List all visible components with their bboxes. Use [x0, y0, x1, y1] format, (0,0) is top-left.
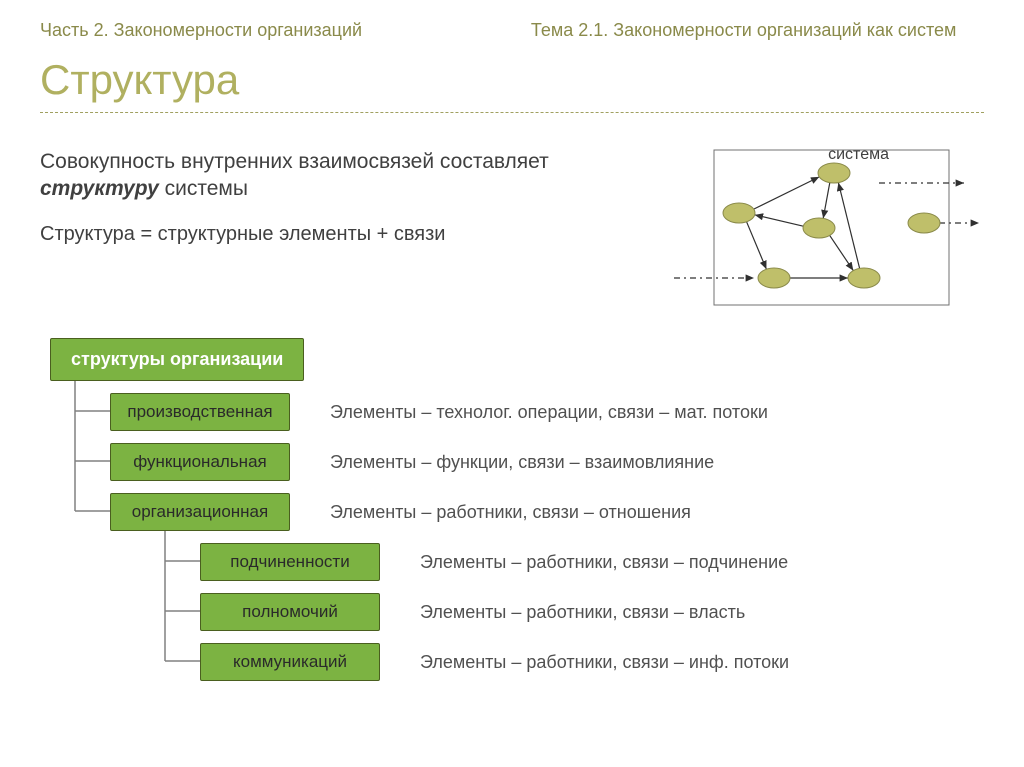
system-diagram: система	[664, 138, 984, 313]
page-title: Структура	[40, 56, 984, 104]
tree-desc: Элементы – работники, связи – инф. поток…	[420, 652, 984, 673]
tree-desc: Элементы – функции, связи – взаимовлияни…	[330, 452, 984, 473]
tree-box: функциональная	[110, 443, 290, 481]
tree-row: функциональная Элементы – функции, связи …	[40, 443, 984, 481]
hierarchy: структуры организации производственная Эл…	[40, 333, 984, 681]
formula: Структура = структурные элементы + связи	[40, 221, 634, 247]
tree-box: подчиненности	[200, 543, 380, 581]
tree-row: подчиненности Элементы – работники, связи…	[40, 543, 984, 581]
definition: Совокупность внутренних взаимосвязей сос…	[40, 148, 634, 203]
header-right: Тема 2.1. Закономерности организаций как…	[531, 20, 984, 41]
tree-box: организационная	[110, 493, 290, 531]
tree-desc: Элементы – работники, связи – отношения	[330, 502, 984, 523]
content-top: Совокупность внутренних взаимосвязей сос…	[40, 138, 984, 313]
rows-container: производственная Элементы – технолог. опе…	[40, 333, 984, 681]
tree-row: производственная Элементы – технолог. опе…	[40, 393, 984, 431]
tree-row: организационная Элементы – работники, свя…	[40, 493, 984, 531]
system-label: система	[828, 146, 889, 164]
tree-box: производственная	[110, 393, 290, 431]
tree-desc: Элементы – работники, связи – власть	[420, 602, 984, 623]
header-left: Часть 2. Закономерности организаций	[40, 20, 493, 41]
tree-desc: Элементы – работники, связи – подчинение	[420, 552, 984, 573]
tree-row: коммуникаций Элементы – работники, связи …	[40, 643, 984, 681]
definition-em: структуру	[40, 177, 159, 200]
definition-pre: Совокупность внутренних взаимосвязей сос…	[40, 150, 549, 173]
tree-box: полномочий	[200, 593, 380, 631]
tree-row: полномочий Элементы – работники, связи – …	[40, 593, 984, 631]
tree-desc: Элементы – технолог. операции, связи – м…	[330, 402, 984, 423]
system-svg	[664, 138, 984, 313]
title-underline	[40, 112, 984, 113]
header-row: Часть 2. Закономерности организаций Тема…	[40, 20, 984, 41]
root-box: структуры организации	[50, 338, 304, 381]
left-text: Совокупность внутренних взаимосвязей сос…	[40, 138, 634, 313]
tree-box: коммуникаций	[200, 643, 380, 681]
definition-post: системы	[159, 177, 248, 200]
